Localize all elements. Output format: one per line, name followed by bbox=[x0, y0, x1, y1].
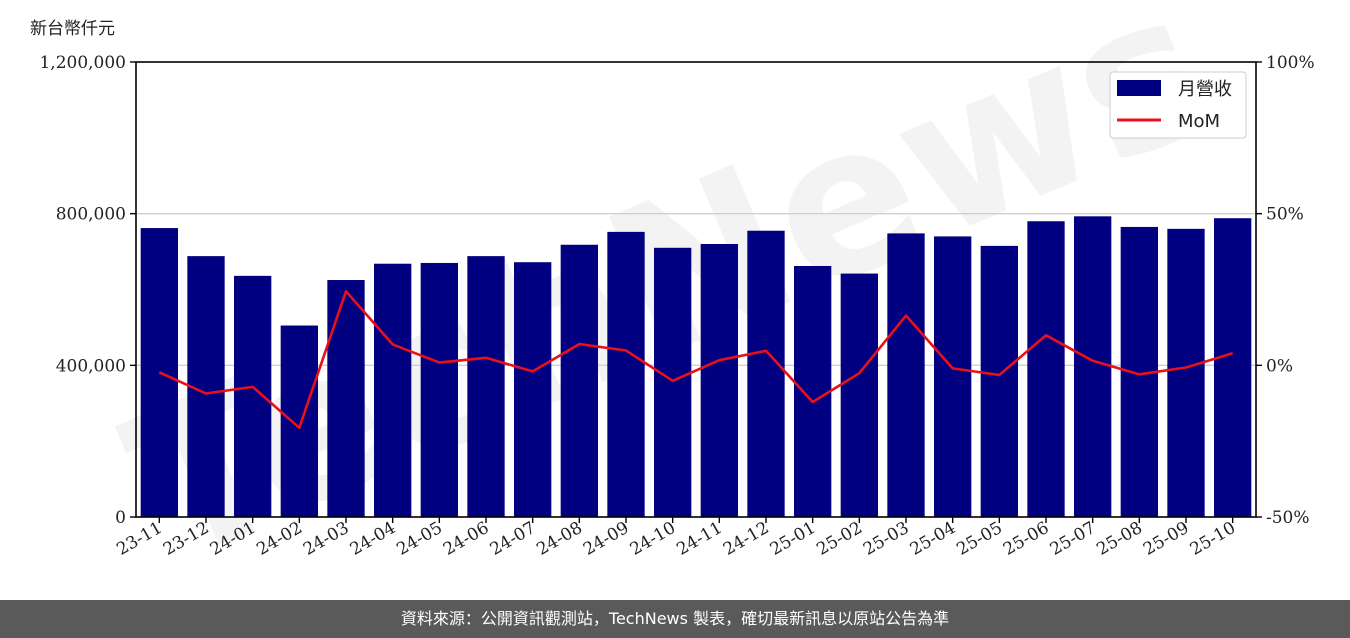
gridlines bbox=[136, 212, 1256, 367]
mom-line-layer bbox=[158, 289, 1234, 430]
revenue-bar bbox=[514, 262, 552, 517]
revenue-bar bbox=[234, 275, 272, 517]
revenue-bar bbox=[467, 256, 505, 517]
x-tick-label: 25-03 bbox=[860, 518, 912, 560]
x-tick-label: 25-10 bbox=[1187, 518, 1239, 560]
revenue-bar bbox=[654, 247, 692, 517]
x-tick-label: 24-06 bbox=[440, 518, 492, 560]
source-footer: 資料來源：公開資訊觀測站，TechNews 製表，確切最新訊息以原站公告為準 bbox=[0, 600, 1350, 638]
right-tick-label: -50% bbox=[1266, 508, 1310, 528]
revenue-bar bbox=[560, 244, 598, 517]
left-axis: 0 400,000 800,000 1,200,000 bbox=[39, 53, 136, 528]
plot-frame bbox=[135, 61, 1257, 518]
revenue-bar bbox=[887, 233, 925, 517]
legend-bar-swatch bbox=[1117, 80, 1161, 96]
x-tick-label: 25-08 bbox=[1093, 518, 1145, 560]
left-tick-label: 400,000 bbox=[56, 356, 126, 376]
x-tick-label: 24-11 bbox=[673, 518, 725, 560]
x-tick-label: 25-06 bbox=[1000, 518, 1052, 560]
unit-label: 新台幣仟元 bbox=[30, 19, 115, 39]
x-tick-label: 25-01 bbox=[767, 518, 819, 560]
revenue-bar bbox=[1214, 218, 1252, 517]
legend: 月營收 MoM bbox=[1109, 71, 1247, 139]
revenue-bar bbox=[1074, 216, 1112, 517]
revenue-bar bbox=[747, 230, 785, 517]
x-tick-label: 25-07 bbox=[1047, 518, 1099, 560]
revenue-bar bbox=[607, 231, 645, 517]
x-tick-label: 24-07 bbox=[487, 518, 539, 560]
revenue-bar bbox=[1167, 228, 1205, 518]
x-tick-label: 24-05 bbox=[393, 518, 445, 560]
revenue-bar bbox=[980, 245, 1018, 518]
revenue-bar bbox=[374, 263, 412, 517]
mom-line bbox=[158, 289, 1234, 430]
x-tick-label: 25-05 bbox=[953, 518, 1005, 560]
revenue-bar bbox=[840, 273, 878, 517]
x-tick-label: 24-10 bbox=[627, 518, 679, 560]
x-tick-label: 24-12 bbox=[720, 518, 772, 560]
bars bbox=[140, 216, 1252, 518]
x-tick-label: 25-04 bbox=[907, 518, 959, 560]
revenue-bar bbox=[1027, 221, 1065, 517]
x-tick-label: 25-02 bbox=[813, 518, 865, 560]
x-tick-label: 24-08 bbox=[533, 518, 585, 560]
revenue-bar bbox=[934, 236, 972, 517]
revenue-bar bbox=[280, 325, 318, 517]
right-axis: -50% 0% 50% 100% bbox=[1256, 53, 1315, 528]
legend-bar-label: 月營收 bbox=[1178, 79, 1232, 100]
revenue-bar bbox=[327, 280, 365, 517]
revenue-bar bbox=[420, 262, 458, 517]
left-tick-label: 1,200,000 bbox=[39, 53, 126, 73]
revenue-bar bbox=[794, 265, 832, 517]
legend-line-label: MoM bbox=[1178, 111, 1220, 132]
right-tick-label: 100% bbox=[1266, 53, 1315, 73]
x-tick-label: 24-09 bbox=[580, 518, 632, 560]
left-tick-label: 800,000 bbox=[56, 205, 126, 225]
right-tick-label: 50% bbox=[1266, 205, 1304, 225]
x-tick-label: 25-09 bbox=[1140, 518, 1192, 560]
left-tick-label: 0 bbox=[115, 508, 126, 528]
right-tick-label: 0% bbox=[1266, 356, 1293, 376]
revenue-bar bbox=[700, 244, 738, 517]
